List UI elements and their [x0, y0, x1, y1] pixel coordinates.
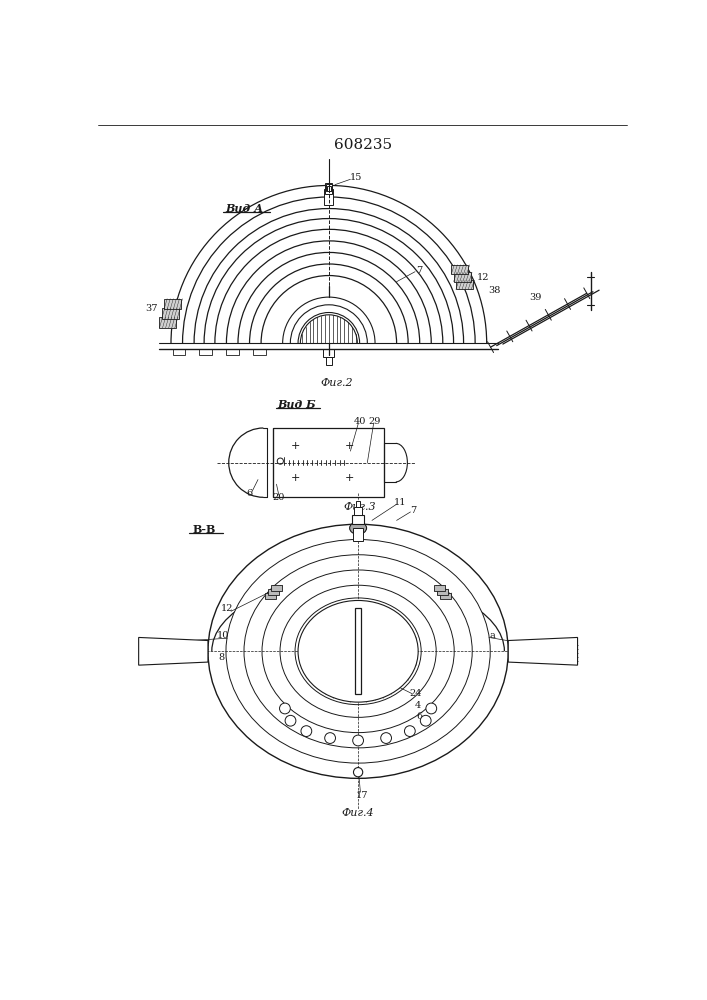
Text: 24: 24	[409, 689, 422, 698]
Bar	[352, 515, 364, 524]
Text: 17: 17	[356, 791, 368, 800]
Bar	[326, 357, 332, 365]
Text: 8: 8	[218, 653, 224, 662]
Circle shape	[301, 726, 312, 737]
Text: 38: 38	[489, 286, 501, 295]
Bar	[354, 528, 363, 541]
Bar	[226, 349, 239, 355]
Ellipse shape	[298, 600, 418, 702]
Text: Фиг.4: Фиг.4	[341, 808, 375, 818]
Bar	[454, 272, 471, 282]
Bar	[265, 593, 276, 599]
Ellipse shape	[295, 598, 421, 705]
Text: 20: 20	[273, 493, 285, 502]
Text: 7: 7	[411, 506, 416, 515]
Bar	[355, 608, 361, 694]
Circle shape	[421, 715, 431, 726]
Bar	[327, 186, 331, 191]
Bar	[173, 349, 185, 355]
Circle shape	[354, 768, 363, 777]
Ellipse shape	[226, 539, 490, 763]
Circle shape	[279, 703, 291, 714]
Polygon shape	[139, 637, 208, 665]
Circle shape	[353, 735, 363, 746]
Text: Вид Б: Вид Б	[277, 399, 316, 410]
Bar	[440, 593, 451, 599]
Text: Фиг.2: Фиг.2	[320, 378, 353, 388]
Bar	[273, 428, 385, 497]
Ellipse shape	[280, 585, 436, 717]
Text: 10: 10	[217, 631, 230, 640]
Text: 11: 11	[395, 498, 407, 507]
Bar	[451, 265, 468, 274]
Bar	[324, 349, 334, 357]
Text: 39: 39	[529, 293, 542, 302]
Bar	[271, 585, 282, 591]
Bar	[356, 501, 361, 507]
Ellipse shape	[350, 522, 366, 534]
Ellipse shape	[244, 555, 472, 748]
Bar	[164, 299, 181, 309]
Text: Вид А: Вид А	[225, 203, 263, 214]
Text: +: +	[291, 441, 300, 451]
Text: 29: 29	[369, 417, 381, 426]
Text: 608235: 608235	[334, 138, 392, 152]
Bar	[199, 349, 212, 355]
Text: В-В: В-В	[192, 524, 216, 535]
Text: 12: 12	[477, 273, 489, 282]
Bar	[354, 507, 362, 515]
Bar	[456, 280, 473, 289]
Bar	[253, 349, 266, 355]
Bar	[325, 183, 332, 194]
Text: а: а	[490, 631, 496, 640]
Polygon shape	[508, 637, 578, 665]
Ellipse shape	[208, 524, 508, 778]
Bar	[434, 585, 445, 591]
Text: +: +	[291, 473, 300, 483]
Text: 6: 6	[247, 489, 252, 498]
Circle shape	[277, 458, 284, 464]
Text: Фиг.3: Фиг.3	[344, 502, 376, 512]
Circle shape	[426, 703, 437, 714]
Text: +: +	[345, 441, 354, 451]
Text: 40: 40	[354, 417, 366, 426]
Bar	[437, 589, 448, 595]
Circle shape	[404, 726, 415, 737]
Text: 12: 12	[221, 604, 233, 613]
Circle shape	[285, 715, 296, 726]
Bar	[160, 317, 176, 328]
Text: 4: 4	[415, 701, 421, 710]
Text: 6: 6	[416, 712, 423, 721]
Bar	[325, 189, 334, 205]
Ellipse shape	[262, 570, 454, 733]
Circle shape	[380, 733, 392, 743]
Text: 7: 7	[416, 266, 423, 275]
Circle shape	[325, 733, 336, 743]
Bar	[162, 308, 179, 319]
Text: 15: 15	[349, 173, 362, 182]
Bar	[268, 589, 279, 595]
Text: +: +	[345, 473, 354, 483]
Bar	[326, 184, 332, 191]
Text: 37: 37	[146, 304, 158, 313]
